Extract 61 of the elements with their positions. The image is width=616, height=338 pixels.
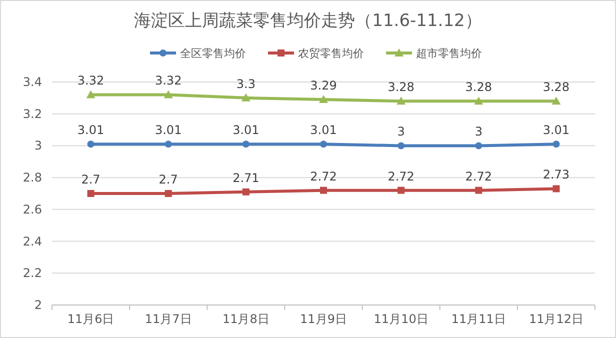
data-label: 3.29 — [310, 78, 337, 93]
point — [398, 142, 405, 150]
x-tick-label: 11月11日 — [451, 312, 506, 326]
y-tick-label: 2.4 — [22, 234, 42, 248]
point — [87, 140, 94, 148]
data-label: 3 — [397, 124, 405, 139]
point — [164, 140, 172, 148]
legend-label: 全区零售均价 — [180, 47, 246, 60]
legend-label: 超市零售均价 — [416, 47, 482, 60]
point — [552, 140, 560, 148]
data-label: 3.28 — [542, 80, 570, 94]
point — [398, 186, 405, 194]
data-label: 2.72 — [465, 169, 492, 184]
point — [164, 90, 173, 98]
x-tick-label: 11月8日 — [222, 312, 270, 326]
data-label: 2.7 — [158, 172, 178, 186]
x-tick-label: 11月7日 — [144, 312, 192, 326]
x-tick-label: 11月6日 — [67, 312, 114, 326]
point — [320, 140, 327, 148]
data-label: 3.28 — [388, 80, 414, 94]
point — [552, 96, 561, 105]
data-label: 3.01 — [542, 123, 570, 138]
data-label: 3.01 — [232, 123, 260, 138]
y-tick-label: 3.4 — [22, 75, 42, 89]
point — [396, 96, 406, 105]
x-tick-label: 11月12日 — [528, 312, 584, 326]
y-tick-label: 2 — [34, 298, 42, 312]
data-label: 2.71 — [232, 170, 260, 185]
chart-title: 海淀区上周蔬菜零售均价走势（11.6-11.12） — [134, 11, 482, 31]
y-tick-label: 2.2 — [22, 266, 42, 280]
data-label: 3.32 — [77, 74, 104, 88]
point — [241, 93, 250, 102]
point — [474, 96, 484, 105]
point — [242, 140, 250, 148]
data-label: 3.01 — [310, 123, 337, 138]
data-label: 3 — [474, 124, 482, 139]
legend-label: 农贸零售均价 — [298, 47, 364, 60]
point — [320, 186, 327, 194]
point — [475, 186, 482, 194]
y-tick-label: 3 — [34, 138, 42, 153]
x-tick-label: 11月9日 — [300, 312, 347, 326]
data-label: 2.72 — [388, 169, 414, 184]
y-tick-label: 2.6 — [22, 202, 42, 216]
y-tick-label: 2.8 — [22, 170, 42, 185]
data-label: 2.72 — [310, 169, 337, 184]
point — [87, 190, 94, 197]
point — [552, 185, 560, 192]
data-label: 3.01 — [155, 123, 182, 138]
point — [86, 90, 96, 98]
data-label: 2.7 — [81, 172, 100, 186]
data-label: 3.3 — [236, 76, 256, 91]
data-label: 3.01 — [77, 123, 104, 138]
data-label: 3.28 — [465, 80, 492, 94]
point — [475, 142, 482, 150]
point — [319, 95, 328, 104]
y-tick-label: 3.2 — [22, 106, 42, 121]
x-tick-label: 11月10日 — [374, 312, 428, 326]
data-label: 2.73 — [542, 168, 570, 182]
data-label: 3.32 — [155, 74, 182, 88]
point — [242, 188, 250, 196]
point — [164, 190, 172, 197]
